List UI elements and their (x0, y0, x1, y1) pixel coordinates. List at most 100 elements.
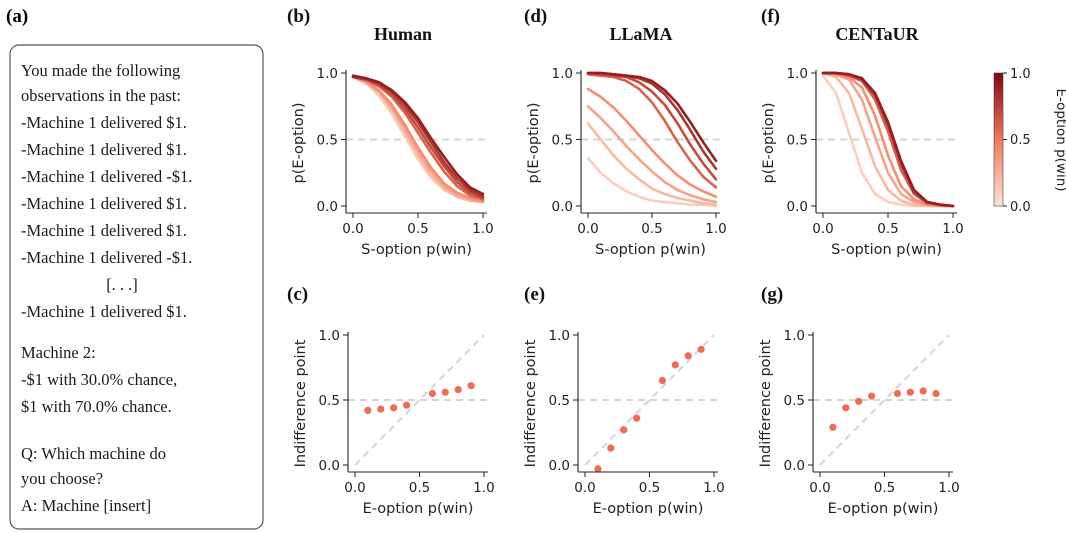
data-point (364, 406, 372, 414)
chart-centaur-indiff: 0.00.0 0.5 0.5 1.0 1.0 E-option p(win) Indiffe… (758, 328, 960, 517)
reference-line-diagonal (819, 334, 950, 466)
x-tick-label: 0.5 (639, 480, 660, 496)
x-axis-label: E-option p(win) (593, 501, 704, 517)
y-tick-label: 1.0 (787, 66, 808, 82)
y-tick-label: 0.0 (319, 458, 340, 474)
prompt-panel: (a) You made the following observations … (6, 6, 264, 530)
prompt-line: You made the following (21, 61, 180, 80)
y-tick-label: 0.5 (317, 133, 338, 149)
y-tick-label: 0.5 (549, 393, 570, 409)
data-point (467, 382, 475, 390)
prompt-line: you choose? (21, 469, 103, 488)
chart-llama: 0.00.0 0.5 0.5 1.0 1.0 S-option p(win) p(E-opt… (526, 66, 727, 258)
series-line (586, 122, 718, 206)
data-point (684, 352, 692, 360)
y-tick-label: 0.5 (552, 133, 573, 149)
x-tick-label: 1.0 (942, 221, 963, 237)
y-tick-label: 1.0 (319, 328, 340, 344)
colorbar-tick: 1.0 (1010, 67, 1031, 82)
x-tick-label: 0.5 (877, 221, 898, 237)
y-axis-label: p(E-option) (291, 102, 307, 183)
prompt-line: -Machine 1 delivered $1. (21, 302, 187, 321)
x-tick-label: 0.5 (407, 221, 428, 237)
panel-label-a: (a) (6, 6, 28, 27)
prompt-line: -$1 with 30.0% chance, (21, 370, 177, 389)
colorbar: 0.0 0.5 1.0 E-option p(win) (993, 67, 1066, 215)
data-point (671, 361, 679, 369)
chart-title-human: Human (374, 24, 432, 44)
data-point (868, 392, 876, 400)
x-tick-label: 0.5 (409, 480, 430, 496)
series-line (586, 71, 718, 181)
data-point (906, 388, 914, 396)
series-line (351, 74, 485, 196)
x-tick-label: 1.0 (473, 480, 494, 496)
prompt-ellipsis: [. . .] (106, 275, 138, 294)
x-tick-label: 0.0 (344, 480, 365, 496)
series-line (586, 105, 718, 204)
data-point (893, 389, 902, 398)
prompt-line: -Machine 1 delivered $1. (21, 221, 187, 240)
prompt-box (9, 44, 264, 530)
prompt-line: Machine 2: (21, 343, 96, 362)
panel-label-g: (g) (761, 284, 783, 305)
panel-label-b: (b) (287, 6, 310, 27)
prompt-text: You made the following observations in t… (21, 61, 192, 515)
data-point (607, 444, 615, 452)
prompt-line: $1 with 70.0% chance. (21, 397, 172, 416)
y-tick-label: 0.0 (787, 199, 808, 215)
series-line (586, 73, 718, 189)
x-tick-label: 0.0 (342, 221, 363, 237)
y-tick-label: 1.0 (552, 66, 573, 82)
y-tick-label: 0.0 (549, 458, 570, 474)
data-point (441, 388, 449, 396)
series-line (586, 87, 718, 198)
data-point (658, 376, 667, 385)
y-tick-label: 0.0 (317, 199, 338, 215)
y-axis-label: Indifference point (523, 339, 539, 467)
data-point (919, 387, 927, 395)
data-point (377, 405, 385, 413)
data-point (829, 423, 837, 431)
chart-centaur: 0.00.00.50.51.01.0S-option p(win)p(E-opt… (761, 66, 964, 258)
panel-label-f: (f) (761, 6, 780, 27)
x-tick-label: 1.0 (703, 480, 724, 496)
y-tick-label: 1.0 (784, 328, 805, 344)
data-point (390, 404, 398, 412)
x-tick-label: 0.5 (641, 221, 662, 237)
chart-human-indiff: 0.00.0 0.5 0.5 1.0 1.0 E-option p(win) Indiffe… (293, 328, 495, 517)
x-axis-label: S-option p(win) (595, 242, 706, 258)
series-line (351, 75, 485, 202)
panel-label-c: (c) (287, 284, 308, 305)
prompt-line: A: Machine [insert] (21, 496, 151, 515)
colorbar-tick: 0.0 (1010, 200, 1031, 215)
x-tick-label: 0.0 (812, 221, 833, 237)
x-axis-label: S-option p(win) (361, 242, 472, 258)
data-point (620, 426, 628, 434)
panel-label-e: (e) (524, 284, 545, 305)
x-tick-label: 1.0 (705, 221, 726, 237)
chart-title-llama: LLaMA (610, 24, 673, 44)
y-tick-label: 1.0 (549, 328, 570, 344)
series-line (821, 71, 955, 208)
x-axis-label: E-option p(win) (363, 501, 474, 517)
y-axis-label: p(E-option) (526, 102, 542, 183)
x-tick-label: 1.0 (472, 221, 493, 237)
x-tick-label: 0.0 (574, 480, 595, 496)
x-tick-label: 0.0 (577, 221, 598, 237)
prompt-line: -Machine 1 delivered $1. (21, 113, 187, 132)
x-tick-label: 0.0 (809, 480, 830, 496)
series-line (821, 74, 955, 208)
prompt-line: Q: Which machine do (21, 444, 166, 463)
y-axis-label: Indifference point (758, 339, 774, 467)
colorbar-gradient (993, 72, 1004, 207)
data-point (403, 401, 411, 409)
y-tick-label: 0.0 (552, 199, 573, 215)
reference-line-diagonal (584, 334, 715, 466)
y-tick-label: 1.0 (317, 66, 338, 82)
prompt-line: -Machine 1 delivered -$1. (21, 248, 192, 267)
colorbar-tick: 0.5 (1010, 133, 1031, 148)
charts: 0.00.00.50.51.01.0S-option p(win)p(E-opt… (291, 66, 964, 517)
chart-human: 0.00.00.50.51.01.0S-option p(win)p(E-opt… (291, 66, 494, 258)
